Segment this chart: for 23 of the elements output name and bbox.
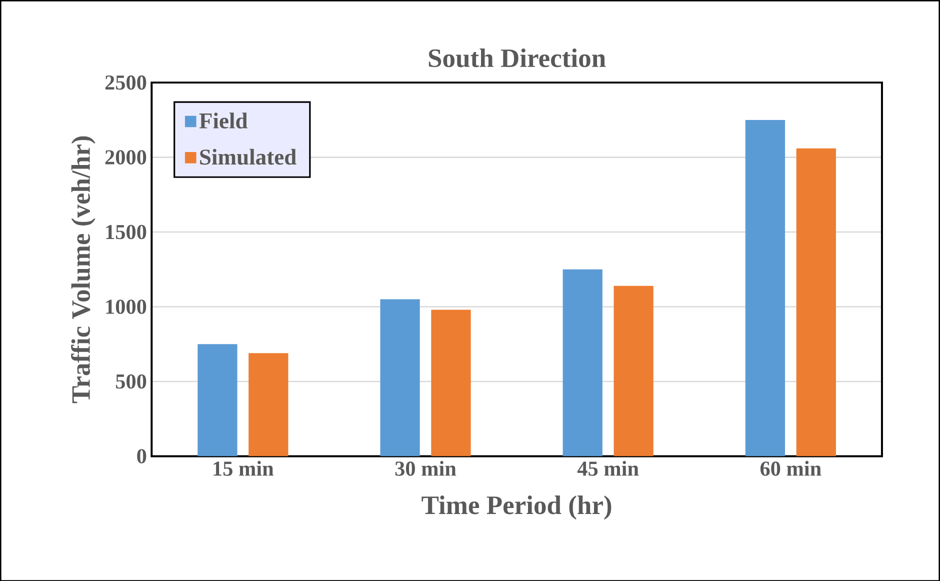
x-tick-label: 15 min <box>214 460 274 476</box>
x-tick-label: 30 min <box>395 460 456 476</box>
y-tick-label: 1500 <box>106 224 146 239</box>
bar <box>796 148 836 456</box>
bar <box>198 344 238 456</box>
y-tick-label: 1000 <box>106 299 146 314</box>
x-axis-title: Time Period (hr) <box>422 495 612 520</box>
x-tick-label: 45 min <box>577 460 639 476</box>
bar <box>248 352 288 456</box>
chart-title: South Direction <box>428 48 606 68</box>
y-tick-label: 2000 <box>105 150 146 164</box>
y-axis-title: Traffic Volume (veh/hr) <box>71 136 96 403</box>
bar <box>431 310 471 456</box>
y-tick-label: 500 <box>116 374 146 388</box>
y-tick-label: 0 <box>137 448 146 464</box>
legend-label: Field <box>199 112 248 128</box>
legend-label: Simulated <box>200 148 296 165</box>
y-tick-label: 2500 <box>105 75 146 90</box>
bar <box>380 299 420 456</box>
bar <box>745 120 786 456</box>
bar <box>562 269 602 456</box>
x-tick-label: 60 min <box>760 460 822 476</box>
bar <box>614 286 654 456</box>
